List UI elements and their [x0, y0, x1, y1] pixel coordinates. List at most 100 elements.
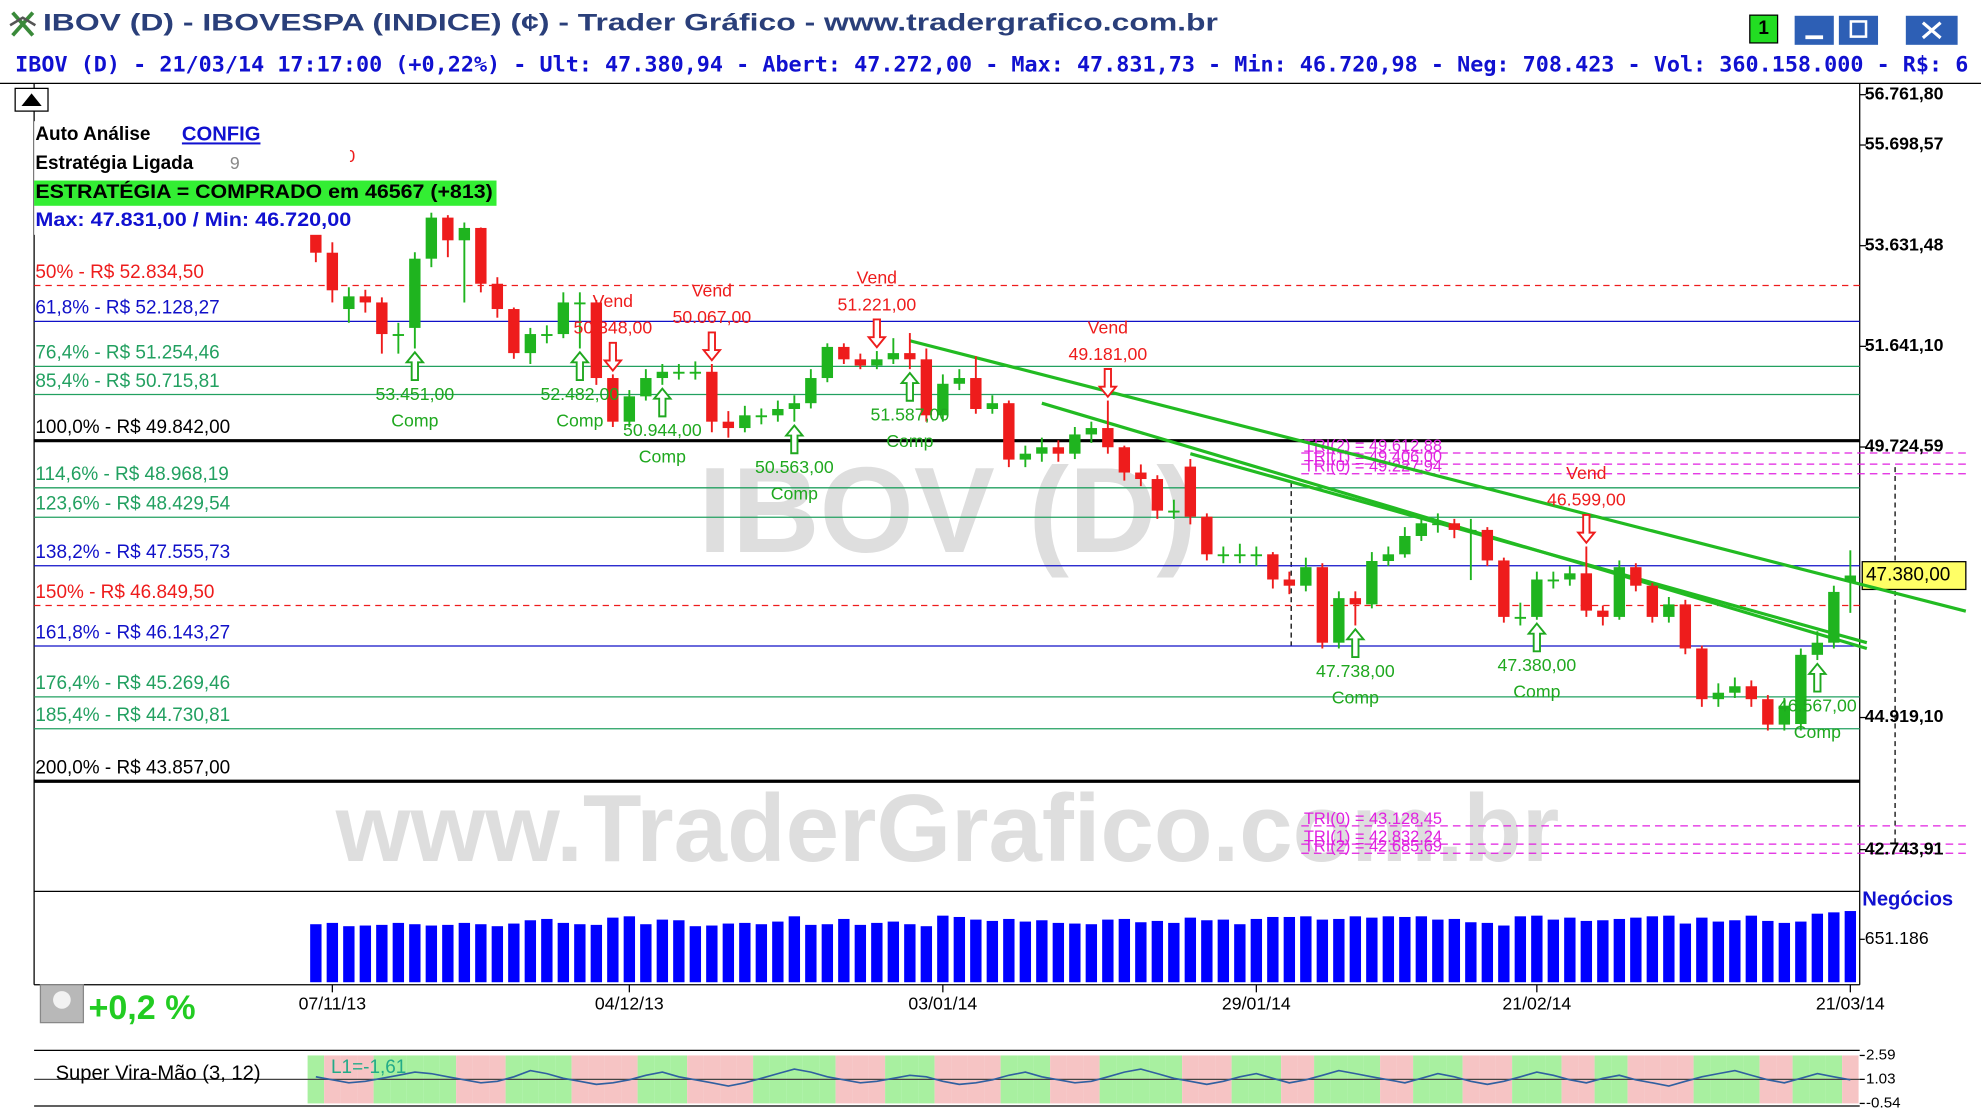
level-label: 150% - R$ 46.849,50 — [35, 582, 214, 603]
candle-body — [920, 359, 933, 416]
volume-bar — [1168, 922, 1180, 983]
candle-body — [1283, 579, 1296, 586]
bulb-icon — [53, 991, 71, 1009]
candle-body — [640, 378, 652, 397]
badge[interactable] — [1749, 14, 1779, 44]
candle-body — [1382, 554, 1395, 562]
signal-type: Vend — [593, 291, 633, 311]
signal-price: 50.944,00 — [623, 420, 702, 440]
volume-bar — [772, 921, 784, 983]
signal-price: 50.067,00 — [673, 307, 752, 327]
signal-type: Vend — [692, 281, 732, 301]
volume-bar — [310, 924, 322, 983]
volume-bar — [392, 922, 405, 983]
candle-body — [1828, 591, 1840, 643]
volume-bar — [904, 924, 916, 983]
volume-bar — [920, 926, 933, 983]
volume-bar — [1036, 920, 1048, 983]
candle-body — [755, 415, 768, 418]
config-link[interactable]: CONFIG — [182, 123, 261, 145]
candle-body — [1085, 428, 1098, 435]
candle-body — [1729, 686, 1741, 693]
restore-button[interactable] — [1837, 14, 1880, 47]
watermark: IBOV (D) — [698, 442, 1197, 578]
volume-bar — [640, 924, 652, 983]
candle-body — [1498, 560, 1510, 617]
candle-body — [986, 403, 999, 409]
candle-body — [1217, 554, 1230, 557]
x-tick-label: 29/01/14 — [1222, 994, 1291, 1014]
candle-body — [574, 302, 586, 305]
candle-body — [1696, 648, 1708, 700]
buy-arrow — [652, 387, 673, 418]
volume-bar — [1663, 915, 1675, 983]
sell-arrow — [1097, 368, 1119, 399]
volume-bar — [986, 920, 999, 983]
window-buttons[interactable] — [1793, 14, 1959, 47]
signal-type: Vend — [1566, 463, 1606, 483]
indicator-annotation: L1=-1,61 — [331, 1057, 406, 1078]
strategy-status: Estratégia Ligada — [35, 153, 193, 174]
buy-arrow — [784, 423, 805, 455]
volume-bar — [871, 922, 883, 983]
candle-body — [887, 353, 900, 360]
level-label: 200,0% - R$ 43.857,00 — [35, 758, 230, 779]
volume-bar — [1547, 919, 1560, 983]
volume-bar — [524, 920, 537, 983]
volume-bar — [1531, 915, 1543, 983]
volume-bar — [673, 920, 685, 983]
signal-type: Comp — [886, 431, 933, 451]
candle-body — [392, 334, 405, 336]
volume-bar — [1003, 918, 1015, 983]
volume-bar — [1283, 916, 1296, 983]
candle-body — [854, 359, 867, 366]
app-icon — [9, 11, 37, 37]
y-tick-label: 49.724,59 — [1865, 436, 1944, 456]
last-price-box — [1861, 561, 1967, 591]
restore-icon — [1849, 20, 1868, 38]
candle-body — [607, 378, 619, 422]
volume-bar — [541, 918, 553, 983]
volume-bar — [1762, 920, 1774, 983]
candle-body — [722, 421, 735, 429]
candle-body — [1663, 604, 1675, 617]
volume-bar — [326, 922, 339, 983]
volume-bar — [1349, 916, 1362, 983]
target-label: TRI(1) = 49.406,00 — [1304, 448, 1442, 466]
volume-bar — [1382, 916, 1395, 983]
candle-body — [409, 258, 421, 328]
volume-bar — [1135, 922, 1147, 983]
range-text: Max: 47.831,00 / Min: 46.720,00 — [35, 210, 351, 231]
candle-body — [1811, 642, 1824, 655]
candle-body — [1531, 579, 1543, 617]
candle-body — [1118, 447, 1131, 473]
volume-bar — [1415, 916, 1428, 983]
candle-body — [1795, 654, 1807, 725]
badge-label: 1 — [1758, 18, 1769, 39]
candle-body — [953, 378, 966, 384]
candle-body — [1052, 447, 1065, 454]
layer: IBOV (D) www.TraderGrafico.com.br 50% - R$… — [34, 262, 1971, 882]
volume-bar — [1399, 916, 1411, 983]
position-banner — [34, 180, 497, 206]
indicator-tick-label: -0.54 — [1866, 1094, 1901, 1111]
signal-type: Vend — [1088, 317, 1128, 337]
buy-arrow — [404, 350, 426, 381]
minimize-button[interactable] — [1793, 14, 1836, 47]
volume-bar — [1333, 918, 1345, 983]
volume-bar — [1597, 920, 1609, 983]
candle-body — [442, 217, 454, 241]
volume-bar — [409, 924, 421, 983]
candle-body — [1448, 523, 1461, 530]
watermark: www.TraderGrafico.com.br — [335, 775, 1559, 882]
candle-body — [1778, 705, 1791, 725]
candle-body — [1762, 699, 1774, 725]
candle-body — [1184, 466, 1197, 517]
volume-bar — [656, 919, 669, 983]
candle-body — [475, 227, 487, 284]
volume-bar — [1267, 916, 1279, 983]
candle-body — [1366, 561, 1378, 605]
candle-body — [1003, 403, 1015, 460]
volume-bar — [739, 922, 751, 983]
